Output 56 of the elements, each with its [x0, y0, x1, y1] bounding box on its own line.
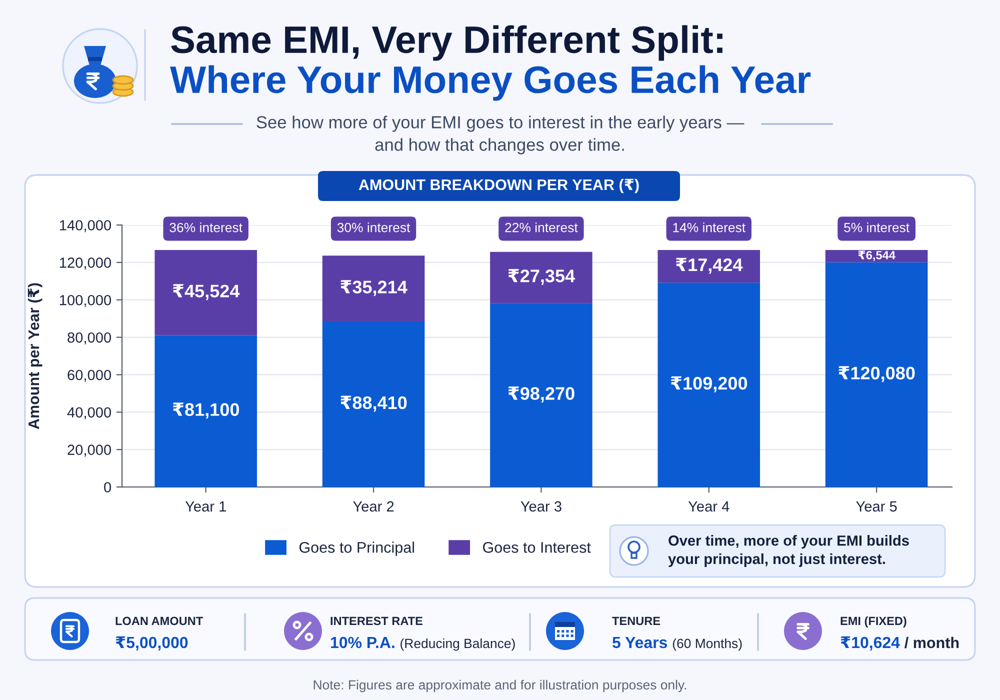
text: (60 Months)	[672, 638, 742, 651]
text: 5 Years	[612, 637, 668, 648]
data-label: ₹35,214	[340, 280, 408, 296]
bar	[825, 250, 928, 262]
x-tick-label: Year 3	[520, 501, 562, 512]
bar	[154, 250, 257, 336]
data-label: ₹81,100	[172, 402, 239, 419]
x-tick-label: Year 2	[353, 501, 394, 512]
text: INTEREST RATE	[330, 616, 422, 626]
data-label: ₹88,410	[340, 396, 407, 412]
annotation: 36% interest	[170, 222, 242, 232]
text: (Reducing Balance)	[400, 638, 515, 651]
chart-title: Same EMI, Very Different Split: Where Your Money Goes Each Year	[170, 25, 811, 101]
x-tick-label: Year 4	[688, 501, 730, 512]
annotation: 22% interest	[505, 222, 578, 232]
x-tick-label: Year 5	[856, 501, 897, 512]
data-label: ₹120,080	[838, 366, 915, 382]
y-tick-label: 100,000	[60, 294, 112, 308]
annotation: 30% interest	[337, 222, 410, 232]
text: LOAN AMOUNT	[116, 616, 203, 626]
text: / month	[904, 636, 959, 648]
y-tick-label: 80,000	[68, 332, 112, 344]
bar	[658, 282, 760, 487]
y-tick-label: 120,000	[60, 258, 112, 270]
y-axis-title: Amount per Year (₹)	[28, 283, 42, 430]
legend-label: Goes to Principal	[299, 542, 414, 556]
bar	[490, 252, 592, 304]
data-label: ₹27,354	[508, 269, 575, 285]
text: 10% P.A.	[331, 636, 394, 648]
legend-label: Goes to Interest	[483, 542, 591, 553]
chart-subtitle: See how more of your EMI goes to interest in the early years — and how that changes over time.	[256, 116, 744, 154]
text: ₹5,00,000	[116, 636, 188, 650]
y-tick-label: 60,000	[68, 370, 112, 382]
bar	[825, 262, 928, 487]
data-label: ₹17,424	[676, 258, 743, 274]
text: TENURE	[612, 616, 660, 626]
y-tick-label: 20,000	[68, 444, 112, 457]
bar	[490, 303, 592, 487]
text: ₹10,624	[840, 636, 900, 650]
bar	[322, 256, 425, 322]
annotation: 5% interest	[844, 222, 910, 232]
data-label: ₹109,200	[670, 376, 748, 392]
data-label: ₹6,544	[858, 250, 896, 262]
y-tick-label: 40,000	[67, 407, 112, 420]
bar	[322, 322, 425, 487]
text: EMI (FIXED)	[840, 616, 906, 628]
data-label: ₹45,524	[172, 284, 240, 300]
text: Note: Figures are approximate and for illustration purposes only.	[314, 680, 686, 692]
text: Over time, more of your EMI builds your principal, not just interest.	[668, 535, 909, 567]
text: AMOUNT BREAKDOWN PER YEAR (₹)	[358, 178, 639, 194]
y-tick-label: 0	[104, 482, 112, 492]
x-tick-label: Year 1	[185, 501, 226, 512]
bar	[154, 335, 257, 487]
y-tick-label: 140,000	[60, 220, 112, 232]
annotation: 14% interest	[673, 222, 746, 232]
data-label: ₹98,270	[508, 386, 574, 403]
